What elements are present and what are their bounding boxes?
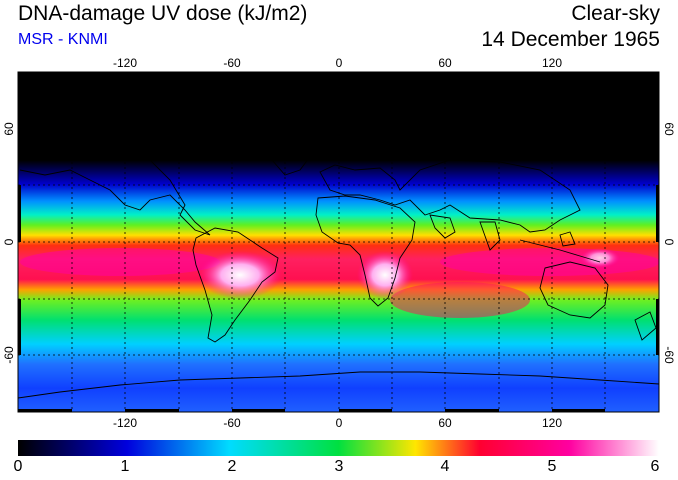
lat-labels-left: 60 0 -60: [2, 122, 16, 364]
lon-label-top: -120: [113, 56, 137, 70]
colorbar-label: 6: [650, 458, 660, 475]
colorbar-label: 3: [334, 458, 344, 475]
colorbar-label: 2: [227, 458, 237, 475]
lon-label-bottom: 0: [336, 416, 343, 430]
coastlines: [18, 134, 659, 399]
lon-label-bottom: -120: [113, 416, 137, 430]
colorbar-label: 0: [13, 458, 23, 475]
lon-labels-bottom: -120 -60 0 60 120: [113, 416, 562, 430]
lon-label-top: 120: [542, 56, 562, 70]
lat-labels-right: 60 0 -60: [662, 122, 676, 364]
map-title: DNA-damage UV dose (kJ/m2): [18, 2, 308, 25]
lat-label-left: -60: [2, 346, 16, 364]
lat-label-right: -60: [662, 346, 676, 364]
lon-label-top: -60: [223, 56, 241, 70]
lon-labels-top: -120 -60 0 60 120: [113, 56, 562, 70]
lat-label-left: 60: [2, 122, 16, 136]
lon-label-top: 60: [438, 56, 452, 70]
lon-label-bottom: -60: [223, 416, 241, 430]
lat-label-left: 0: [2, 238, 16, 245]
colorbar-label: 4: [440, 458, 450, 475]
colorbar: [18, 440, 659, 456]
map-frame: [17, 71, 660, 413]
graticule: [18, 72, 659, 412]
colorbar-label: 5: [547, 458, 557, 475]
lon-label-bottom: 60: [438, 416, 452, 430]
lat-label-right: 60: [662, 122, 676, 136]
source-label: MSR - KNMI: [18, 31, 108, 48]
lon-label-bottom: 120: [542, 416, 562, 430]
sky-condition-label: Clear-sky: [571, 2, 660, 25]
lon-label-top: 0: [336, 56, 343, 70]
dose-hotspots: [20, 248, 659, 318]
colorbar-label: 1: [120, 458, 130, 475]
date-label: 14 December 1965: [481, 28, 660, 51]
lat-label-right: 0: [662, 239, 676, 246]
